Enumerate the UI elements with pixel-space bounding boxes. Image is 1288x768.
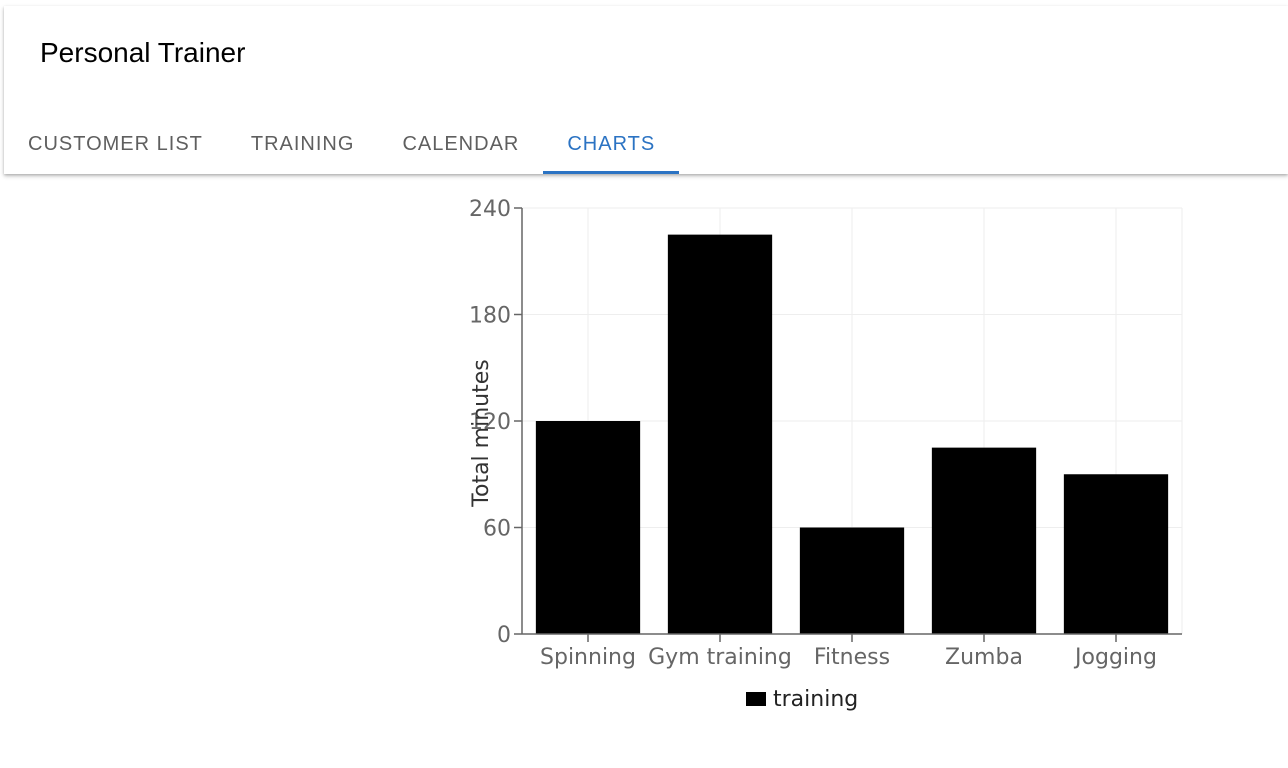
y-tick-label: 240 [469, 197, 511, 222]
x-tick-label: Gym training [648, 645, 792, 670]
tab-customer-list[interactable]: CUSTOMER LIST [28, 132, 203, 155]
tab-training[interactable]: TRAINING [250, 132, 355, 155]
y-tick-label: 180 [469, 304, 511, 329]
x-tick-label: Jogging [1073, 645, 1157, 670]
tab-calendar[interactable]: CALENDAR [402, 132, 520, 155]
y-axis-title: Total minutes [469, 359, 494, 507]
y-tick-label: 120 [469, 410, 511, 435]
x-tick-label: Fitness [814, 645, 890, 670]
tab-bar: CUSTOMER LIST TRAINING CALENDAR CHARTS [4, 114, 680, 174]
x-tick-label: Spinning [540, 645, 636, 670]
y-tick-label: 60 [483, 517, 511, 542]
y-tick-label: 0 [497, 623, 511, 648]
bar-fitness [799, 527, 905, 634]
legend-label: training [773, 687, 858, 712]
x-tick-label: Zumba [945, 645, 1023, 670]
app-bar: Personal Trainer CUSTOMER LIST TRAINING … [4, 6, 1288, 174]
bar-chart: 0 60 120 180 240 Spinning Gym training Fitness Z… [469, 197, 1183, 712]
bar-spinning [535, 421, 641, 634]
chart-container: 0 60 120 180 240 Spinning Gym training Fitness Z… [0, 180, 1288, 740]
legend-swatch [746, 692, 766, 706]
bar-jogging [1063, 474, 1169, 634]
tab-charts[interactable]: CHARTS [543, 114, 680, 174]
app-title: Personal Trainer [40, 37, 246, 68]
bar-zumba [931, 447, 1037, 634]
bar-gym-training [667, 234, 773, 634]
